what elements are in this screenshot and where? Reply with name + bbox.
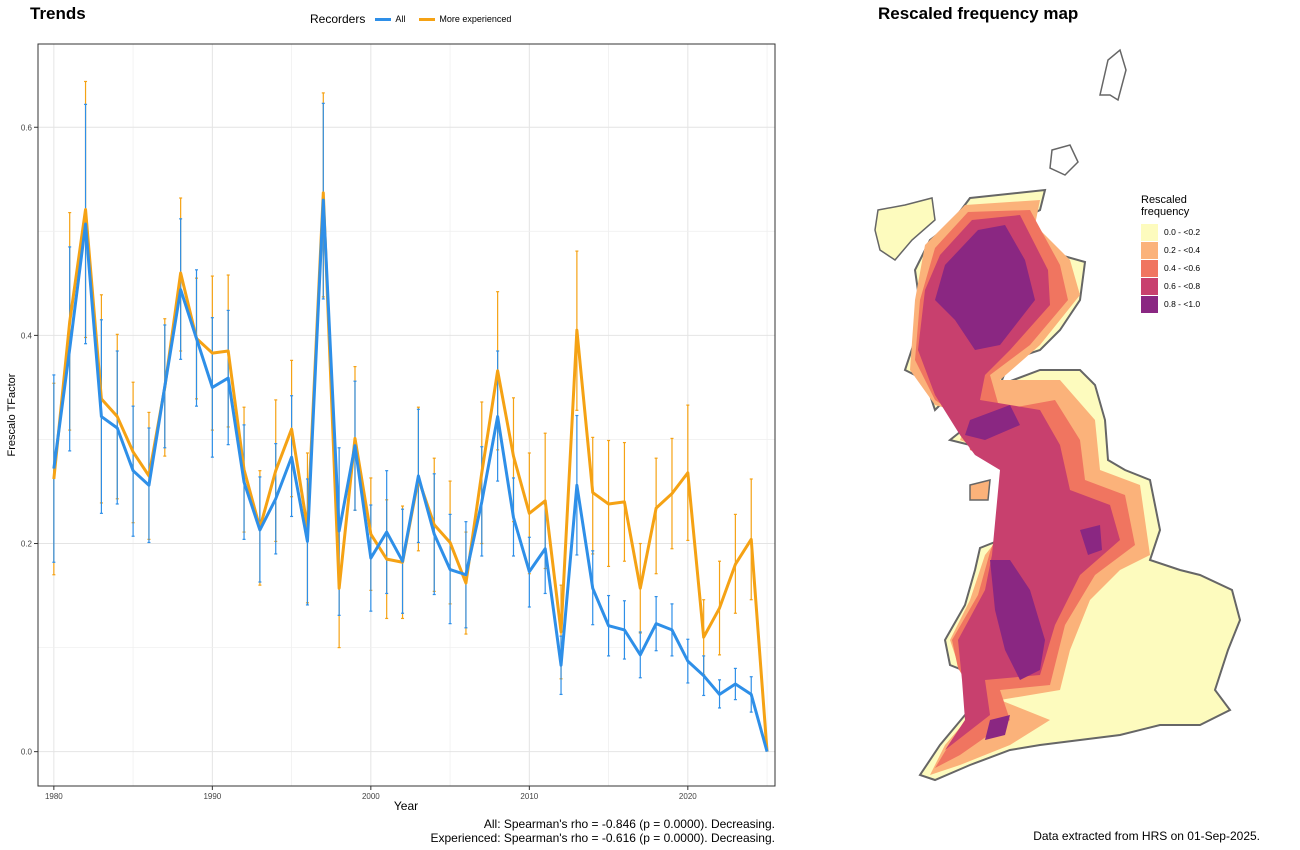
trend-chart: 1980 1990 2000 2010 2020 0.0 0.2 0.4 0.6 Year Fr… (6, 43, 776, 813)
x-tick-label: 2010 (520, 792, 538, 801)
caption-all: All: Spearman's rho = -0.846 (p = 0.0000… (483, 817, 775, 831)
frequency-map (874, 48, 1242, 782)
map-legend-swatch (1141, 277, 1158, 295)
series-lines (52, 191, 769, 753)
band-0.8-1.0 (935, 225, 1102, 740)
map-legend-row: 0.2 - <0.4 (1141, 241, 1211, 259)
x-tick-label: 1980 (45, 792, 63, 801)
map-footer: Data extracted from HRS on 01-Sep-2025. (1033, 829, 1260, 843)
x-axis-label: Year (394, 799, 418, 813)
series-line-more-experienced (52, 191, 769, 752)
stats-caption: All: Spearman's rho = -0.846 (p = 0.0000… (431, 817, 776, 845)
western-isles (874, 197, 936, 261)
orkney-islands (1049, 144, 1079, 176)
caption-experienced: Experienced: Spearman's rho = -0.616 (p … (430, 831, 776, 845)
x-tick-label: 2020 (679, 792, 697, 801)
y-tick-label: 0.0 (21, 748, 33, 757)
anglesey (969, 479, 991, 501)
series-line-all (52, 198, 769, 753)
map-legend-row: 0.4 - <0.6 (1141, 259, 1211, 277)
map-legend-title: Rescaled frequency (1141, 194, 1190, 218)
y-tick-label: 0.2 (21, 540, 33, 549)
map-title: Rescaled frequency map (878, 4, 1079, 23)
band-0.6-0.8 (918, 215, 1120, 750)
legend-title: Recorders (310, 12, 366, 26)
map-legend-swatch (1141, 223, 1158, 241)
map-legend-row: 0.0 - <0.2 (1141, 223, 1211, 241)
map-legend-swatch (1141, 259, 1158, 277)
map-legend-swatch (1141, 295, 1158, 313)
map-legend-row: 0.8 - <1.0 (1141, 295, 1211, 313)
legend-label-experienced: More experienced (439, 14, 512, 24)
map-legend-label: 0.2 - <0.4 (1164, 245, 1201, 255)
map-legend-swatch (1141, 241, 1158, 259)
trends-title: Trends (30, 4, 86, 23)
x-tick-label: 2000 (362, 792, 380, 801)
y-tick-label: 0.4 (21, 331, 33, 340)
series-legend: Recorders All More experienced (310, 12, 521, 26)
map-legend-label: 0.6 - <0.8 (1164, 281, 1201, 291)
y-tick-label: 0.6 (21, 123, 33, 132)
plot-frame (37, 43, 776, 787)
map-legend-label: 0.8 - <1.0 (1164, 299, 1201, 309)
map-legend-row: 0.6 - <0.8 (1141, 277, 1211, 295)
map-legend-label: 0.0 - <0.2 (1164, 227, 1201, 237)
shetland-islands (1099, 48, 1127, 102)
y-axis-label: Frescalo TFactor (6, 373, 18, 456)
x-tick-label: 1990 (203, 792, 221, 801)
map-legend-label: 0.4 - <0.6 (1164, 263, 1201, 273)
legend-label-all: All (395, 14, 406, 24)
map-legend: Rescaled frequency 0.0 - <0.2 0.2 - <0.4… (1141, 194, 1211, 313)
chart-ticks: 1980 1990 2000 2010 2020 0.0 0.2 0.4 0.6 (21, 123, 697, 801)
legend-key-all (375, 17, 392, 21)
error-bars (52, 80, 753, 713)
legend-key-experienced (419, 17, 436, 21)
